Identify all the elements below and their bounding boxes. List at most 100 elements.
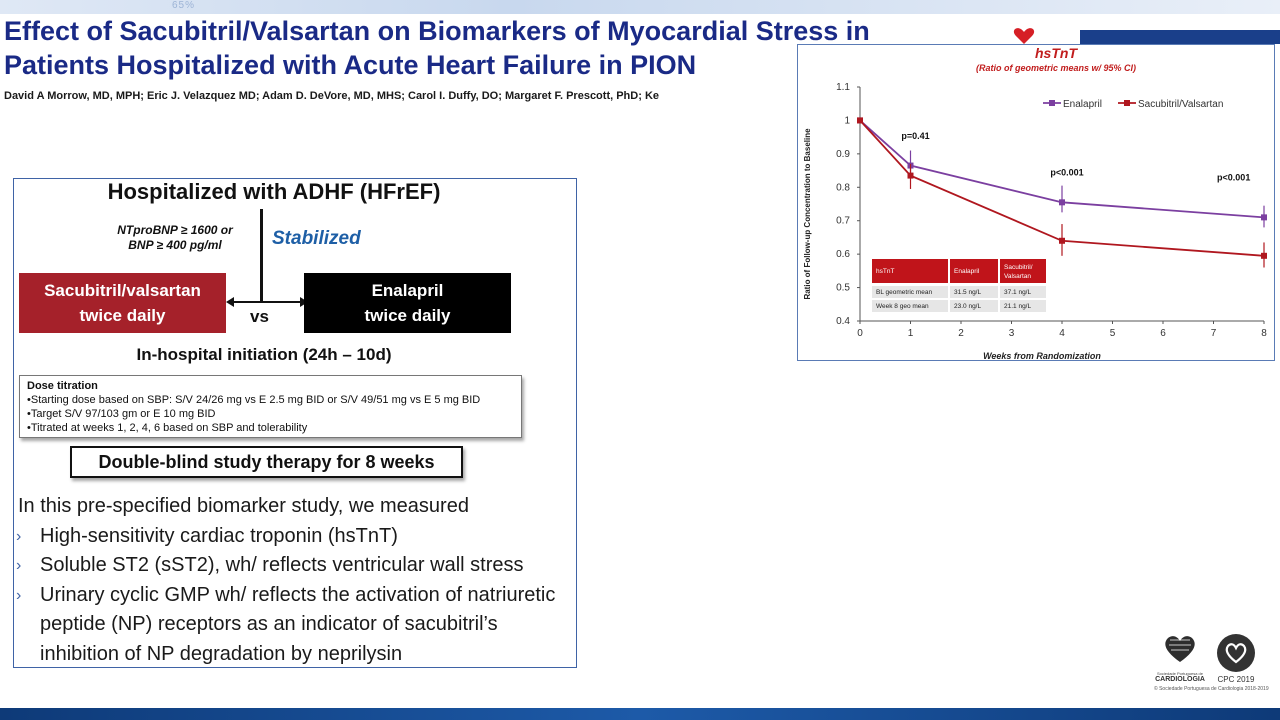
y-tick-label: 1 bbox=[844, 115, 850, 126]
titration-item: •Starting dose based on SBP: S/V 24/26 m… bbox=[27, 394, 481, 406]
spc-name: CARDIOLOGIA bbox=[1155, 676, 1205, 683]
initiation-label: In-hospital initiation (24h – 10d) bbox=[136, 345, 392, 364]
cpc-logo: CPC 2019 bbox=[1214, 634, 1258, 688]
sacubitril-valsartan-arm: Sacubitril/valsartan twice daily bbox=[19, 273, 226, 333]
dose-titration-box: Dose titration •Starting dose based on S… bbox=[19, 375, 522, 438]
arm-sv-line-2: twice daily bbox=[79, 306, 166, 325]
x-tick-label: 6 bbox=[1160, 328, 1166, 339]
y-tick-label: 0.7 bbox=[836, 216, 850, 227]
table-cell: 31.5 ng/L bbox=[954, 289, 981, 296]
y-tick-label: 0.6 bbox=[836, 249, 850, 260]
x-tick-label: 7 bbox=[1211, 328, 1217, 339]
stabilized-label: Stabilized bbox=[272, 228, 361, 249]
table-cell-bg bbox=[950, 300, 998, 312]
table-header-cell bbox=[1000, 259, 1046, 283]
table-cell-bg bbox=[950, 286, 998, 298]
flow-vertical-line bbox=[260, 209, 263, 301]
table-cell-bg bbox=[872, 300, 948, 312]
body-text: In this pre-specified biomarker study, w… bbox=[16, 492, 580, 670]
x-tick-label: 4 bbox=[1059, 328, 1065, 339]
author-list: David A Morrow, MD, MPH; Eric J. Velazqu… bbox=[4, 90, 659, 102]
bottom-band bbox=[0, 708, 1280, 720]
table-cell: 21.1 ng/L bbox=[1004, 303, 1031, 310]
criteria-line-1: NTproBNP ≥ 1600 or bbox=[117, 223, 233, 237]
slide-title: Effect of Sacubitril/Valsartan on Biomar… bbox=[4, 14, 1004, 82]
titration-item: •Titrated at weeks 1, 2, 4, 6 based on S… bbox=[27, 422, 308, 434]
x-tick-label: 0 bbox=[857, 328, 863, 339]
title-line-1: Effect of Sacubitril/Valsartan on Biomar… bbox=[4, 16, 870, 46]
criteria-line-2: BNP ≥ 400 pg/ml bbox=[128, 238, 222, 252]
double-arrow-line bbox=[232, 301, 304, 303]
arm-sv-line-1: Sacubitril/valsartan bbox=[44, 281, 201, 300]
bullet-item: Soluble ST2 (sST2), wh/ reflects ventric… bbox=[16, 551, 580, 581]
y-tick-label: 1.1 bbox=[836, 82, 850, 93]
table-cell-bg bbox=[1000, 300, 1046, 312]
versus-label: vs bbox=[250, 307, 269, 326]
arm-e-line-1: Enalapril bbox=[371, 281, 444, 300]
pioneer-logo-fragment bbox=[1013, 28, 1280, 44]
arrow-left-icon bbox=[226, 297, 234, 307]
table-header-cell bbox=[872, 259, 948, 283]
spc-org-text: Sociedade Portuguesa de bbox=[1156, 671, 1204, 676]
table-header-text: Enalapril bbox=[954, 268, 980, 275]
cpc-heart-icon bbox=[1217, 634, 1255, 672]
x-tick-label: 5 bbox=[1110, 328, 1116, 339]
x-tick-label: 2 bbox=[958, 328, 964, 339]
y-tick-label: 0.9 bbox=[836, 149, 850, 160]
spc-logo: Sociedade Portuguesa de CARDIOLOGIA bbox=[1150, 634, 1210, 688]
design-heading: Hospitalized with ADHF (HFrEF) bbox=[107, 179, 441, 204]
p-value-annotation: p<0.001 bbox=[1217, 173, 1250, 183]
x-tick-label: 1 bbox=[908, 328, 914, 339]
data-point bbox=[1059, 237, 1065, 244]
table-header-text: hsTnT bbox=[876, 268, 894, 275]
data-point bbox=[857, 117, 863, 124]
titration-item: •Target S/V 97/103 gm or E 10 mg BID bbox=[27, 408, 216, 420]
table-cell: 37.1 ng/L bbox=[1004, 289, 1031, 296]
titration-title: Dose titration bbox=[27, 380, 98, 392]
chart-title: hsTnT bbox=[1035, 45, 1077, 61]
bullet-item: Urinary cyclic GMP wh/ reflects the acti… bbox=[16, 581, 580, 670]
series-line-enalapril bbox=[859, 119, 1265, 219]
title-line-2: Patients Hospitalized with Acute Heart F… bbox=[4, 50, 697, 80]
series-line-sacubitril-valsartan bbox=[859, 119, 1265, 257]
y-tick-label: 0.5 bbox=[836, 283, 850, 294]
p-value-annotation: p=0.41 bbox=[901, 131, 929, 141]
table-cell: BL geometric mean bbox=[876, 289, 933, 296]
bullet-item: High-sensitivity cardiac troponin (hsTnT… bbox=[16, 522, 580, 552]
data-point bbox=[1261, 252, 1267, 259]
hstnt-chart-panel: 0.4 0.5 0.6 0.7 0.8 0.9 1 1.1 0 1 2 3 4 5 6 7 8 Weeks fro… bbox=[797, 44, 1275, 361]
arm-e-line-2: twice daily bbox=[364, 306, 451, 325]
data-point bbox=[907, 172, 914, 179]
chart-subtitle: (Ratio of geometric means w/ 95% CI) bbox=[975, 63, 1137, 73]
double-blind-box: Double-blind study therapy for 8 weeks bbox=[70, 446, 463, 478]
legend-entry: Enalapril bbox=[1063, 99, 1102, 110]
body-intro: In this pre-specified biomarker study, w… bbox=[18, 495, 469, 517]
legend-marker bbox=[1049, 100, 1055, 106]
x-tick-label: 8 bbox=[1261, 328, 1267, 339]
hstnt-chart: 0.4 0.5 0.6 0.7 0.8 0.9 1 1.1 0 1 2 3 4 5 6 7 8 Weeks fro… bbox=[803, 82, 1267, 361]
table-cell-bg bbox=[1000, 286, 1046, 298]
table-cell: Week 8 geo mean bbox=[876, 303, 929, 310]
copyright-text: © Sociedade Portuguesa de Cardiologia 20… bbox=[1154, 686, 1269, 692]
inclusion-criteria: NTproBNP ≥ 1600 or BNP ≥ 400 pg/ml bbox=[80, 223, 270, 253]
band-text: 65% bbox=[172, 0, 196, 11]
top-band: 65% bbox=[0, 0, 1280, 14]
enalapril-arm: Enalapril twice daily bbox=[304, 273, 511, 333]
x-axis-label: Weeks from Randomization bbox=[983, 351, 1101, 361]
y-tick-label: 0.8 bbox=[836, 182, 850, 193]
table-cell-bg bbox=[872, 286, 948, 298]
table-header-cell bbox=[950, 259, 998, 283]
cpc-label: CPC 2019 bbox=[1217, 675, 1255, 684]
data-point bbox=[1261, 214, 1267, 221]
table-cell: 23.0 ng/L bbox=[954, 303, 981, 310]
table-header-text: Valsartan bbox=[1004, 273, 1031, 280]
table-header-text: Sacubitril/ bbox=[1004, 264, 1033, 271]
y-axis-label: Ratio of Follow-up Concentration to Base… bbox=[803, 128, 812, 300]
p-value-annotation: p<0.001 bbox=[1050, 168, 1083, 178]
heart-map-icon bbox=[1165, 636, 1195, 662]
y-tick-label: 0.4 bbox=[836, 316, 850, 327]
data-point bbox=[1059, 199, 1065, 206]
x-tick-label: 3 bbox=[1009, 328, 1015, 339]
legend-entry: Sacubitril/Valsartan bbox=[1138, 99, 1223, 110]
